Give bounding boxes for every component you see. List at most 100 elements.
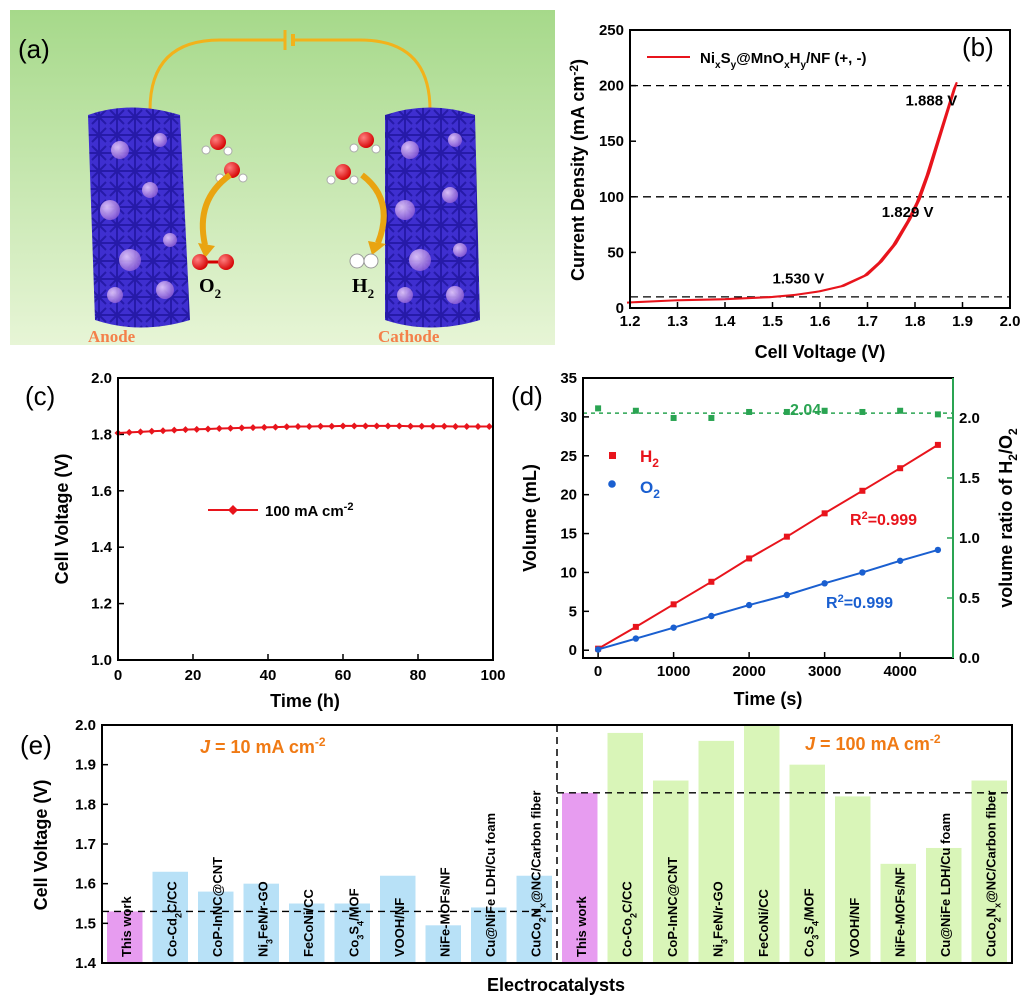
stability-point xyxy=(441,423,448,430)
text-part: C/CC xyxy=(619,881,634,913)
point-O2 xyxy=(784,592,790,598)
legend-label-h2: H2 xyxy=(640,447,659,470)
point-O2 xyxy=(897,558,903,564)
stability-point xyxy=(193,426,200,433)
point-O2 xyxy=(859,569,865,575)
point-ratio xyxy=(633,408,639,414)
text-part: Cu@NiFe LDH/Cu foam xyxy=(938,813,953,957)
text-part: CoP-InNC@CNT xyxy=(210,857,225,957)
point-H2 xyxy=(859,488,865,494)
x-tick-label-d: 0 xyxy=(594,663,602,680)
stability-point xyxy=(295,423,302,430)
y-tick-label-b: 250 xyxy=(599,22,624,39)
x-tick-label-c: 0 xyxy=(114,667,122,684)
text-part: CuCo xyxy=(528,922,543,957)
y-tick-label-b: 50 xyxy=(607,244,624,261)
text-part: Co-Co xyxy=(619,918,634,957)
y-axis-label-d: Volume (mL) xyxy=(520,464,540,572)
stability-point xyxy=(216,425,223,432)
point-ratio xyxy=(935,411,941,417)
text-part: FeCoNi/CC xyxy=(756,889,771,958)
group-label: J = 100 mA cm-2 xyxy=(805,732,941,754)
o2-label: O xyxy=(199,275,215,297)
panel-e-letter: (e) xyxy=(20,730,52,760)
text-part: 2 xyxy=(1006,428,1020,435)
text-part: VOOH/NF xyxy=(847,898,862,957)
bar-label: FeCoNi/CC xyxy=(756,889,771,958)
text-part: /O xyxy=(996,435,1016,454)
point-O2 xyxy=(670,624,676,630)
x-tick-label-c: 20 xyxy=(185,667,202,684)
bar-label: This work xyxy=(574,896,589,957)
text-part: This work xyxy=(119,896,134,957)
x-tick-label-b: 1.7 xyxy=(857,313,878,330)
y-axis-label-b: Current Density (mA cm-2) xyxy=(567,59,588,281)
y-axis-label-c: Cell Voltage (V) xyxy=(52,454,72,585)
text-part: 100 mA cm xyxy=(265,503,344,520)
voltage-annotation-b: 1.888 V xyxy=(906,93,958,110)
point-O2 xyxy=(935,547,941,553)
stability-point xyxy=(328,423,335,430)
point-O2 xyxy=(633,635,639,641)
right-axis-label-d: volume ratio of H2/O2 xyxy=(996,428,1020,608)
stability-point xyxy=(340,422,347,429)
text-part: volume ratio of H xyxy=(996,461,1016,608)
stability-point xyxy=(283,423,290,430)
x-tick-label-d: 2000 xyxy=(732,663,765,680)
panel-e-frame xyxy=(102,725,1012,963)
y-tick-label-d: 30 xyxy=(560,409,577,426)
panel-c-letter: (c) xyxy=(25,381,55,411)
x-tick-label-c: 80 xyxy=(410,667,427,684)
stability-point xyxy=(430,423,437,430)
stability-point xyxy=(126,429,133,436)
text-part: VOOH/NF xyxy=(392,898,407,957)
stability-point xyxy=(351,422,358,429)
fit-line-H2 xyxy=(598,445,938,649)
y-tick-label-b: 100 xyxy=(599,189,624,206)
right-tick-label-d: 2.0 xyxy=(959,410,980,427)
y-tick-label-e: 2.0 xyxy=(75,717,96,734)
bar-label: VOOH/NF xyxy=(392,898,407,957)
right-tick-label-d: 0.0 xyxy=(959,650,980,667)
text-part: N xyxy=(528,908,543,917)
text-part: 2 xyxy=(653,487,660,501)
stability-point xyxy=(373,422,380,429)
x-tick-label-c: 60 xyxy=(335,667,352,684)
point-O2 xyxy=(708,613,714,619)
y-tick-label-d: 20 xyxy=(560,487,577,504)
y-tick-label-d: 10 xyxy=(560,564,577,581)
stability-point xyxy=(306,423,313,430)
y-tick-label-e: 1.7 xyxy=(75,836,96,853)
point-O2 xyxy=(746,602,752,608)
text-part: Co xyxy=(801,940,816,957)
y-tick-label-e: 1.5 xyxy=(75,915,96,932)
bar-label: This work xyxy=(119,896,134,957)
stability-point xyxy=(317,423,324,430)
x-tick-label-b: 1.4 xyxy=(715,313,737,330)
text-part: =0.999 xyxy=(868,512,917,529)
text-part: @NC/Carbon fiber xyxy=(528,791,543,903)
point-ratio xyxy=(859,409,865,415)
y-tick-label-d: 5 xyxy=(569,603,577,620)
x-tick-label-b: 1.9 xyxy=(952,313,973,330)
y-tick-label-b: 0 xyxy=(616,300,624,317)
bar-label: FeCoNi/CC xyxy=(301,889,316,958)
point-H2 xyxy=(784,534,790,540)
text-part: R xyxy=(826,595,838,612)
point-ratio xyxy=(708,415,714,421)
h2-label: H xyxy=(352,275,368,297)
x-tick-label-b: 1.8 xyxy=(905,313,926,330)
text-part: H xyxy=(790,50,801,67)
point-H2 xyxy=(822,510,828,516)
x-tick-label-b: 1.6 xyxy=(810,313,831,330)
x-tick-label-c: 100 xyxy=(480,667,505,684)
y-tick-label-b: 150 xyxy=(599,133,624,150)
r2-annotation-o2: R2=0.999 xyxy=(826,593,893,612)
group-label-text: = 10 mA cm xyxy=(210,737,315,757)
y-tick-label-e: 1.6 xyxy=(75,876,96,893)
panel-d-gas-volume-chart: 0 1000 2000 3000 4000051015202530350.00.51.0… xyxy=(511,370,1020,709)
stability-point xyxy=(396,422,403,429)
bar-label: VOOH/NF xyxy=(847,898,862,957)
point-ratio xyxy=(784,409,790,415)
stability-point xyxy=(385,422,392,429)
